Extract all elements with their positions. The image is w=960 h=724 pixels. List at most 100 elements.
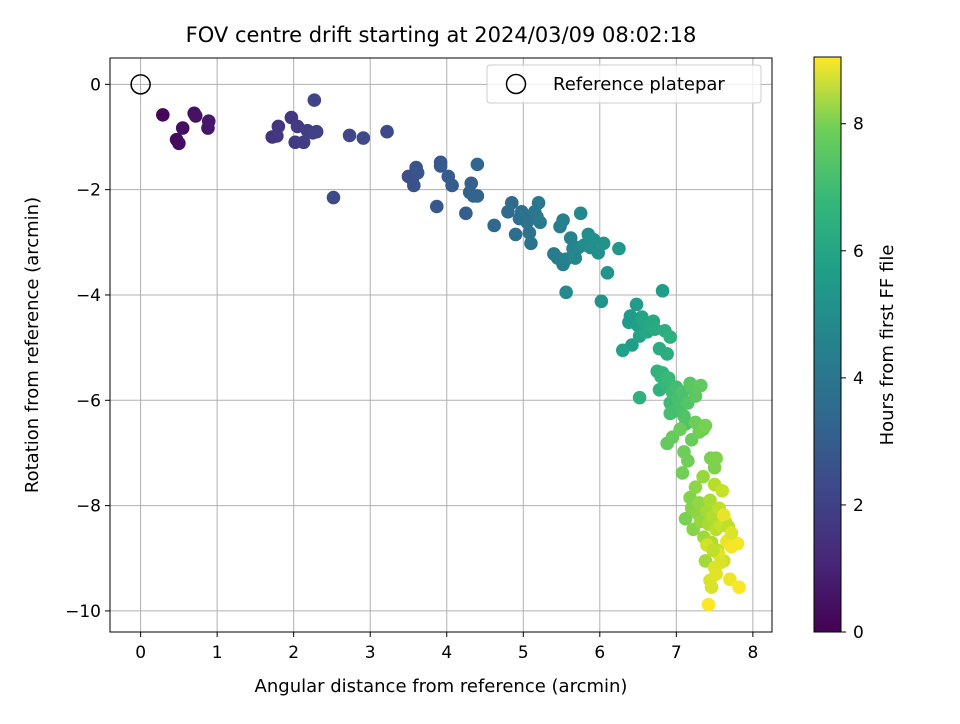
legend-marker [505, 73, 527, 95]
data-point [724, 526, 739, 540]
data-point [596, 236, 611, 251]
data-point [612, 241, 626, 256]
data-point [524, 236, 538, 251]
data-point [504, 196, 519, 210]
data-point [723, 572, 737, 587]
x-tick-label: 2 [288, 643, 299, 663]
data-point [688, 480, 703, 494]
data-point [407, 178, 421, 193]
y-tick-label: 0 [90, 75, 101, 95]
data-point [709, 567, 723, 581]
grid-lines [110, 58, 772, 632]
data-point [356, 131, 371, 145]
data-point [730, 536, 745, 551]
data-point [342, 128, 357, 143]
data-point [531, 196, 546, 210]
data-point [732, 580, 746, 595]
data-point [663, 406, 678, 421]
data-point [533, 215, 547, 230]
x-tick-label: 7 [671, 643, 682, 663]
x-tick-label: 4 [441, 643, 452, 663]
data-point [296, 135, 311, 150]
data-point [681, 454, 695, 468]
data-point [175, 121, 190, 135]
data-point [694, 378, 708, 393]
data-point [522, 226, 537, 240]
data-point [655, 283, 670, 298]
data-point [713, 555, 728, 570]
data-point [600, 266, 615, 280]
y-tick-label: −6 [76, 391, 101, 411]
data-point [701, 597, 716, 612]
y-tick-label: −2 [76, 181, 101, 201]
data-point [675, 466, 690, 480]
data-point [559, 285, 573, 300]
legend: Reference platepar [486, 64, 762, 104]
y-tick-label: −10 [65, 602, 101, 622]
data-point [696, 469, 710, 484]
plot-frame [109, 57, 773, 633]
data-point [487, 218, 501, 233]
data-point [445, 178, 459, 193]
y-axis-ticks: 0 −2 −4 −6 −8 −10 [65, 75, 110, 622]
data-point [156, 108, 170, 122]
data-point [704, 580, 719, 595]
data-point [632, 390, 647, 405]
x-axis-label: Angular distance from reference (arcmin) [255, 676, 628, 697]
x-tick-label: 3 [365, 643, 376, 663]
y-axis-label: Rotation from reference (arcmin) [22, 197, 43, 493]
data-point [715, 484, 730, 498]
colorbar-tick-label: 8 [853, 115, 864, 135]
colorbar-ticks: 0 2 4 6 8 [841, 115, 864, 643]
data-point [326, 190, 341, 205]
colorbar-tick-label: 0 [853, 623, 864, 643]
x-tick-label: 0 [135, 643, 146, 663]
data-point [660, 347, 674, 361]
data-point [470, 189, 485, 203]
data-point [698, 418, 713, 433]
data-point [678, 511, 693, 526]
colorbar-tick-label: 2 [853, 496, 864, 516]
data-point [270, 129, 284, 143]
data-point [623, 309, 638, 323]
data-point [433, 159, 448, 173]
data-point [568, 251, 583, 265]
colorbar-tick-label: 6 [853, 242, 864, 262]
data-point [172, 136, 186, 151]
data-point [307, 93, 322, 107]
colorbar-tick-label: 4 [853, 369, 864, 389]
data-point [625, 338, 639, 352]
y-tick-label: −4 [76, 286, 101, 306]
x-axis-ticks: 0 1 2 3 4 5 6 7 8 [135, 632, 758, 663]
data-point [508, 227, 523, 242]
data-point [563, 231, 578, 245]
data-point [520, 215, 534, 230]
data-point [629, 297, 644, 312]
x-tick-label: 1 [212, 643, 223, 663]
data-point [410, 166, 425, 180]
x-tick-label: 6 [594, 643, 605, 663]
data-point [201, 114, 216, 128]
reference-platepar-marker [130, 74, 151, 95]
colorbar [813, 56, 842, 633]
data-point [429, 199, 444, 214]
data-point [556, 213, 570, 227]
colorbar-label: Hours from first FF file [877, 245, 898, 446]
x-tick-label: 8 [747, 643, 758, 663]
data-point [470, 157, 485, 172]
data-point [661, 371, 676, 385]
data-point [459, 206, 473, 221]
legend-entry: Reference platepar [553, 74, 725, 95]
data-point [703, 493, 717, 508]
data-point [663, 330, 678, 344]
data-point [673, 422, 687, 437]
data-point [464, 176, 479, 191]
data-point [309, 124, 324, 139]
data-point [594, 294, 609, 309]
scatter-points [156, 93, 746, 612]
data-point [688, 389, 703, 403]
y-tick-label: −8 [76, 497, 101, 517]
data-point [709, 451, 723, 466]
data-point [706, 543, 720, 558]
